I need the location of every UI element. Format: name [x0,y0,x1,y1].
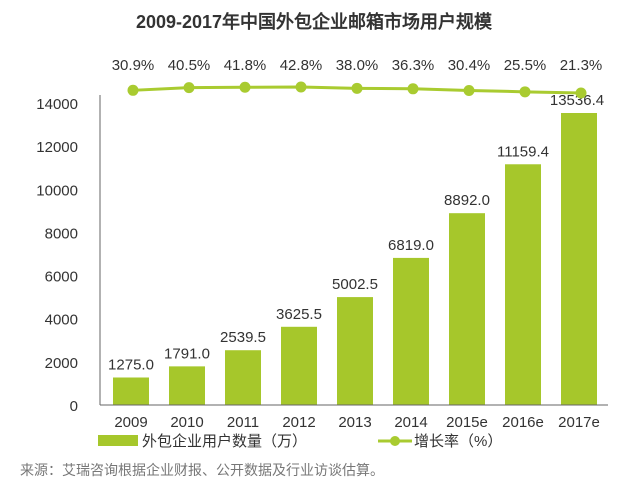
legend-line-marker [390,436,400,446]
growth-point [351,82,363,94]
growth-point [239,81,251,93]
legend-line-label: 增长率（%） [414,433,502,450]
bar-value-label: 5002.5 [332,276,378,293]
x-tick-label: 2014 [394,414,427,431]
bar-value-label: 13536.4 [550,92,604,109]
bars: 1275.0 1791.0 2539.5 3625.5 5002.5 6819.0 8892… [108,92,604,405]
growth-value-label: 25.5% [504,57,547,74]
bar-value-label: 1791.0 [164,345,210,362]
x-tick-label: 2012 [282,414,315,431]
bar-value-label: 6819.0 [388,237,434,254]
growth-point [463,84,475,96]
y-tick-label: 2000 [45,355,78,372]
x-tick-label: 2016e [502,414,544,431]
x-tick-label: 2011 [227,414,259,431]
chart-title: 2009-2017年中国外包企业邮箱市场用户规模 [136,11,493,32]
bar-value-label: 2539.5 [220,329,266,346]
y-tick-label: 8000 [45,225,78,242]
growth-point [295,81,307,93]
bar [281,326,317,405]
bar-value-label: 8892.0 [444,192,490,209]
growth-value-label: 40.5% [168,57,211,74]
legend-bar-label: 外包企业用户数量（万） [142,432,307,450]
bar [113,377,149,405]
x-tick-label: 2015e [446,414,488,431]
bar [169,366,205,405]
y-tick-label: 10000 [36,182,78,199]
growth-point [407,83,419,95]
y-tick-label: 4000 [45,312,78,329]
x-tick-label: 2009 [114,414,147,431]
x-tick-label: 2017e [558,414,600,431]
bar [561,113,597,405]
x-tick-label: 2013 [338,414,371,431]
growth-point [183,82,195,94]
growth-value-label: 36.3% [392,57,435,74]
bar [337,297,373,405]
growth-line: 30.9% 40.5% 41.8% 42.8% 38.0% 36.3% 30.4% 25.5%… [112,57,603,99]
y-tick-label: 12000 [36,139,78,156]
growth-point [519,86,531,98]
growth-value-label: 42.8% [280,57,323,74]
bar [505,164,541,405]
y-axis: 0 2000 4000 6000 8000 10000 12000 14000 [36,95,101,415]
bar [225,350,261,405]
growth-value-label: 30.4% [448,57,491,74]
source-note: 来源：艾瑞咨询根据企业财报、公开数据及行业访谈估算。 [20,462,384,478]
growth-value-label: 21.3% [560,57,603,74]
x-axis: 2009 2010 2011 2012 2013 2014 2015e 2016e 2017e [100,404,608,431]
bar-value-label: 3625.5 [276,306,322,323]
growth-value-label: 30.9% [112,57,155,74]
growth-value-label: 41.8% [224,57,267,74]
growth-value-label: 38.0% [336,57,379,74]
y-tick-label: 0 [70,398,78,415]
bar-value-label: 1275.0 [108,356,154,373]
bar [393,257,429,405]
y-tick-label: 14000 [36,96,78,113]
x-tick-label: 2010 [170,414,203,431]
y-tick-label: 6000 [45,269,78,286]
legend-bar-swatch [98,435,138,446]
bar-value-label: 11159.4 [497,143,549,160]
growth-point [127,84,139,96]
legend: 外包企业用户数量（万） 增长率（%） [98,432,502,450]
growth-point [575,87,587,99]
bar [449,213,485,405]
